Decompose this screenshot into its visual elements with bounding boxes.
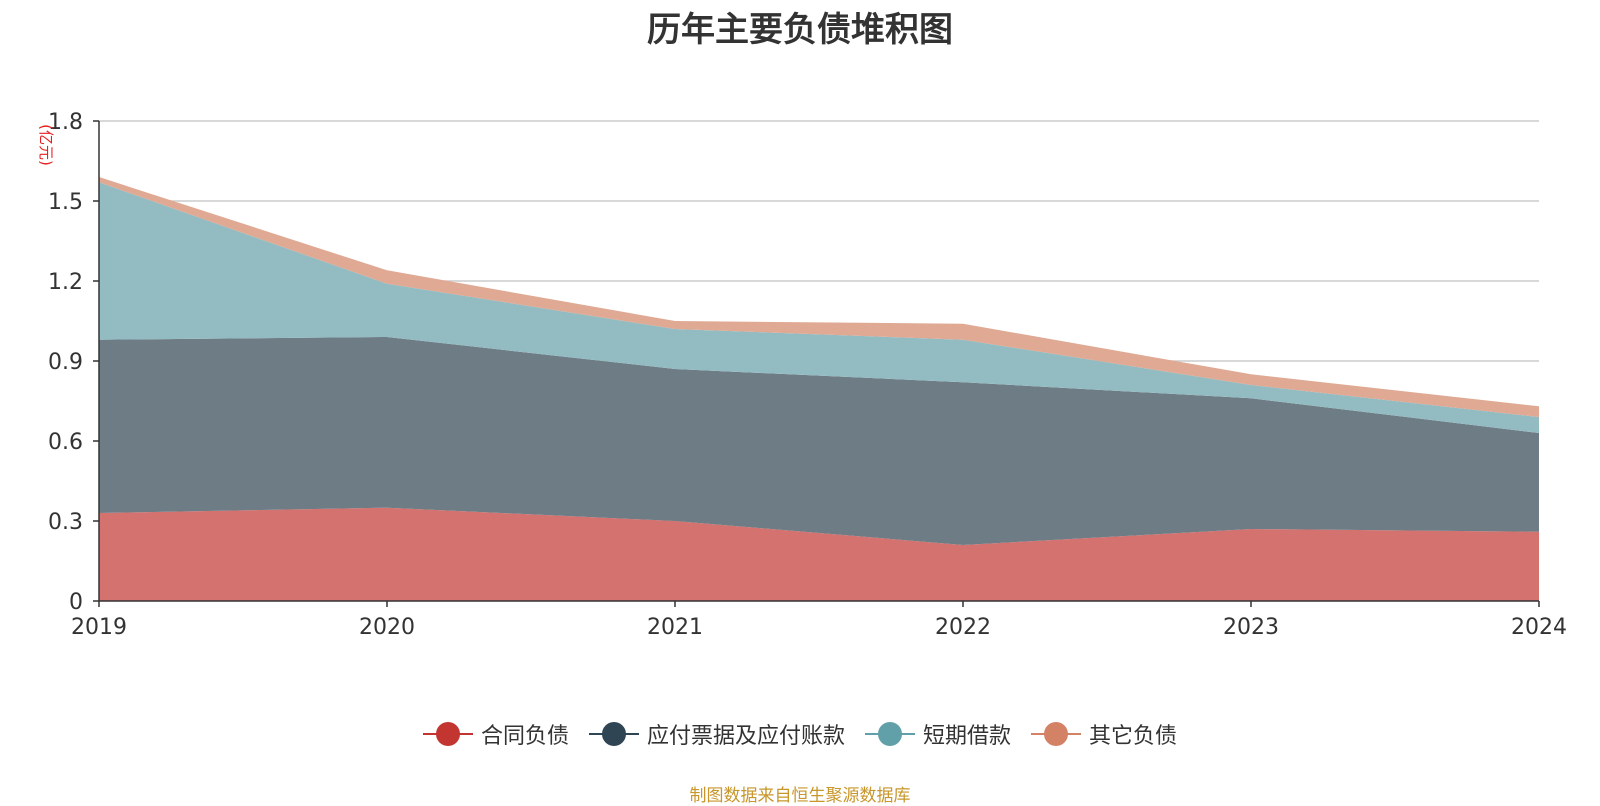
area-其它负债 [99,177,1539,417]
legend-marker-icon [588,722,639,746]
x-tick-label: 2024 [1511,615,1567,640]
y-tick-label: 0.6 [48,430,83,455]
y-tick-label: 1.2 [48,270,83,295]
legend-item[interactable]: 合同负债 [422,718,569,750]
legend-label: 应付票据及应付账款 [646,724,845,749]
area-短期借款 [99,182,1539,433]
x-tick-label: 2023 [1223,615,1279,640]
x-tick-label: 2019 [71,615,127,640]
legend-item[interactable]: 其它负债 [1031,718,1177,750]
y-tick-label: 1.8 [48,110,83,135]
x-tick-label: 2021 [647,615,703,640]
y-tick-label: 0.9 [48,350,83,375]
y-tick-label: 1.5 [48,190,83,215]
x-tick-label: 2022 [935,615,991,640]
x-tick-label: 2020 [359,615,415,640]
legend-marker-icon [1031,722,1082,746]
y-tick-labels: 0 0.3 0.6 0.9 1.2 1.5 1.8 [48,110,83,615]
legend-item[interactable]: 短期借款 [865,718,1011,750]
legend-label: 合同负债 [480,724,569,749]
data-source-note: 制图数据来自恒生聚源数据库 [689,786,911,806]
legend: 合同负债 应付票据及应付账款 短期借款 其它负债 [0,718,1600,750]
legend-label: 短期借款 [923,724,1012,749]
axes [98,121,1540,607]
legend-marker-icon [865,722,915,746]
legend-label: 其它负债 [1089,724,1178,749]
y-tick-label: 0.3 [48,510,83,535]
area-应付票据及应付账款 [99,337,1539,545]
chart-title: 历年主要负债堆积图 [647,10,953,50]
area-合同负债 [99,507,1539,601]
legend-item[interactable]: 应付票据及应付账款 [588,718,845,750]
series-areas [99,177,1539,601]
y-axis-unit-label: (亿元) [37,124,55,166]
y-tick-label: 0 [69,590,83,615]
x-tick-labels: 2019 2020 2021 2022 2023 2024 [71,615,1567,640]
legend-marker-icon [422,722,473,746]
